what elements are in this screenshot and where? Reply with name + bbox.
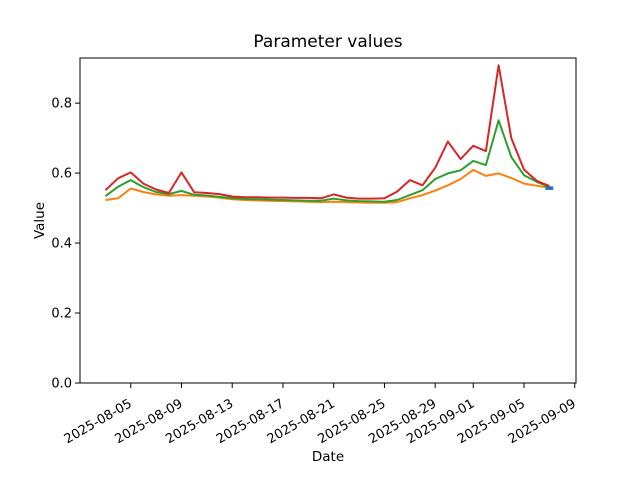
series-orange <box>105 168 550 204</box>
x-axis-label: Date <box>312 449 344 465</box>
y-tick-label: 0.6 <box>51 167 72 182</box>
series-green <box>104 119 550 203</box>
series-lines <box>104 64 554 204</box>
y-tick-label: 0.8 <box>51 97 72 112</box>
chart-title: Parameter values <box>253 32 402 52</box>
y-tick-label: 0.4 <box>51 237 72 252</box>
y-axis-label: Value <box>32 202 48 239</box>
plot-border <box>79 57 577 384</box>
y-tick-label: 0.0 <box>51 377 72 392</box>
y-axis-ticks: 0.0 0.2 0.4 0.6 0.8 <box>51 97 80 392</box>
y-tick-label: 0.2 <box>51 307 72 322</box>
series-red <box>104 64 550 200</box>
